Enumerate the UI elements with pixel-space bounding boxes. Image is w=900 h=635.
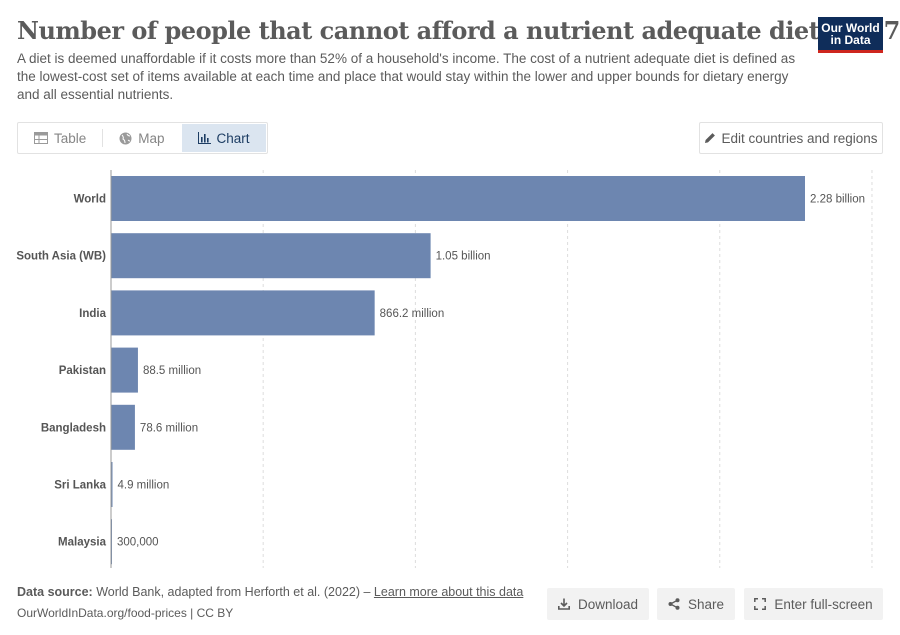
tab-map[interactable]: Map <box>103 123 180 153</box>
category-label: World <box>74 194 106 206</box>
value-label: 866.2 million <box>380 308 445 320</box>
bar-pakistan <box>111 347 138 393</box>
fullscreen-label: Enter full-screen <box>774 596 873 612</box>
bar-india <box>111 290 375 336</box>
logo-line-1: Our World <box>821 21 880 35</box>
tab-table-label: Table <box>54 130 87 146</box>
bar-sri-lanka <box>111 462 113 507</box>
url-license: OurWorldInData.org/food-prices | CC BY <box>17 606 234 620</box>
category-label: India <box>79 308 106 320</box>
tab-map-label: Map <box>138 130 165 146</box>
table-icon <box>34 132 48 144</box>
owid-logo[interactable]: Our World in Data <box>818 17 883 53</box>
tab-table[interactable]: Table <box>18 123 102 153</box>
bar-bangladesh <box>111 404 135 450</box>
pencil-icon <box>704 132 716 144</box>
data-source: Data source: World Bank, adapted from He… <box>17 585 523 599</box>
view-tabs: Table Map Chart <box>17 122 268 154</box>
download-icon <box>557 598 570 610</box>
tab-chart-label: Chart <box>216 130 250 146</box>
tab-divider <box>102 129 104 147</box>
value-label: 1.05 billion <box>436 251 491 263</box>
value-label: 78.6 million <box>140 422 198 434</box>
share-icon <box>668 598 680 610</box>
source-text: World Bank, adapted from Herforth et al.… <box>96 585 371 599</box>
edit-countries-button[interactable]: Edit countries and regions <box>699 122 883 154</box>
source-label: Data source: <box>17 585 93 599</box>
category-label: Pakistan <box>59 365 106 377</box>
category-label: Sri Lanka <box>54 480 106 492</box>
download-button[interactable]: Download <box>547 588 649 620</box>
bar-south-asia-wb <box>111 233 431 279</box>
value-label: 2.28 billion <box>810 194 865 206</box>
fullscreen-button[interactable]: Enter full-screen <box>744 588 883 620</box>
bar-world <box>111 176 805 221</box>
learn-more-link[interactable]: Learn more about this data <box>373 585 524 599</box>
share-button[interactable]: Share <box>657 588 735 620</box>
bar-chart: World 2.28 billion South Asia (WB) 1.05 bil… <box>16 170 873 568</box>
download-label: Download <box>577 596 639 612</box>
chart-subtitle: A diet is deemed unaffordable if it cost… <box>17 51 796 102</box>
expand-icon <box>754 598 767 610</box>
category-label: Malaysia <box>58 537 107 549</box>
edit-countries-label: Edit countries and regions <box>721 130 878 146</box>
tab-chart[interactable]: Chart <box>181 124 266 152</box>
globe-icon <box>119 132 132 145</box>
logo-line-2: in Data <box>830 33 871 47</box>
value-label: 300,000 <box>117 537 159 549</box>
chart-icon <box>197 132 211 144</box>
chart-title: Number of people that cannot afford a nu… <box>17 16 900 45</box>
value-label: 88.5 million <box>143 365 201 377</box>
category-label: Bangladesh <box>41 422 106 434</box>
category-label: South Asia (WB) <box>16 251 106 263</box>
value-label: 4.9 million <box>117 480 169 492</box>
share-label: Share <box>687 596 725 612</box>
